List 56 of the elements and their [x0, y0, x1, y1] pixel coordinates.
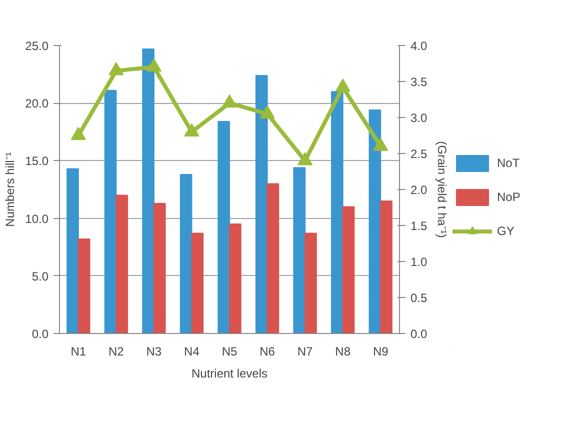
- x-tick-label: N9: [372, 344, 389, 358]
- bar: [153, 202, 166, 334]
- point: [70, 126, 86, 140]
- x-tick-label: N6: [260, 344, 276, 358]
- point: [146, 58, 162, 72]
- y2-tick-label: 4.0: [410, 39, 428, 53]
- x-tick-label: N7: [297, 344, 314, 358]
- bar: [266, 183, 280, 334]
- x-tick-label: N2: [108, 344, 124, 358]
- bar: [191, 232, 204, 334]
- point: [373, 138, 388, 151]
- point: [335, 78, 350, 92]
- bar: [331, 91, 344, 334]
- point: [184, 123, 200, 136]
- y-tick-label: 20.0: [25, 96, 49, 111]
- bar: [104, 90, 117, 334]
- bar: [342, 206, 355, 334]
- y2-tick-label: 1.0: [410, 255, 428, 269]
- bar: [116, 194, 128, 334]
- legend-label: NoP: [497, 190, 520, 204]
- point: [260, 105, 275, 118]
- y-tick-label: 5.0: [32, 269, 49, 284]
- bar: [78, 238, 90, 334]
- y2-tick-label: 0.0: [410, 327, 428, 341]
- y-tick-label: 0.0: [32, 327, 49, 341]
- x-tick-label: N8: [335, 344, 351, 358]
- x-axis-title: Nutrient levels: [191, 366, 268, 380]
- bar: [66, 168, 79, 334]
- bar: [180, 174, 192, 334]
- point: [222, 94, 237, 108]
- y-tick-label: 15.0: [25, 154, 49, 168]
- legend-label: NoT: [497, 156, 520, 170]
- y-axis-title: Numbers hill⁻¹: [3, 152, 18, 227]
- y2-tick-label: 1.5: [410, 219, 428, 233]
- y-tick-label: 10.0: [25, 212, 49, 226]
- y2-tick-label: 2.0: [410, 183, 428, 197]
- x-tick-label: N1: [70, 344, 86, 358]
- point: [298, 152, 313, 166]
- y2-axis-title: (Grain yield t ha⁻¹): [435, 141, 450, 238]
- x-tick-label: N3: [146, 344, 162, 358]
- bar: [255, 74, 268, 334]
- bar: [142, 48, 154, 334]
- y-tick-label: 25.0: [25, 39, 49, 53]
- y2-tick-label: 0.5: [410, 291, 428, 305]
- bar: [229, 224, 242, 334]
- legend-label: GY: [497, 224, 516, 238]
- point: [108, 62, 124, 76]
- bar: [304, 232, 317, 334]
- y2-tick-label: 2.5: [410, 147, 428, 161]
- x-tick-label: N5: [222, 344, 238, 358]
- y2-tick-label: 3.5: [410, 75, 428, 89]
- bar: [218, 121, 230, 334]
- y2-tick-label: 3.0: [410, 111, 428, 125]
- bar: [380, 200, 392, 334]
- bar: [293, 167, 306, 334]
- x-tick-label: N4: [184, 344, 200, 358]
